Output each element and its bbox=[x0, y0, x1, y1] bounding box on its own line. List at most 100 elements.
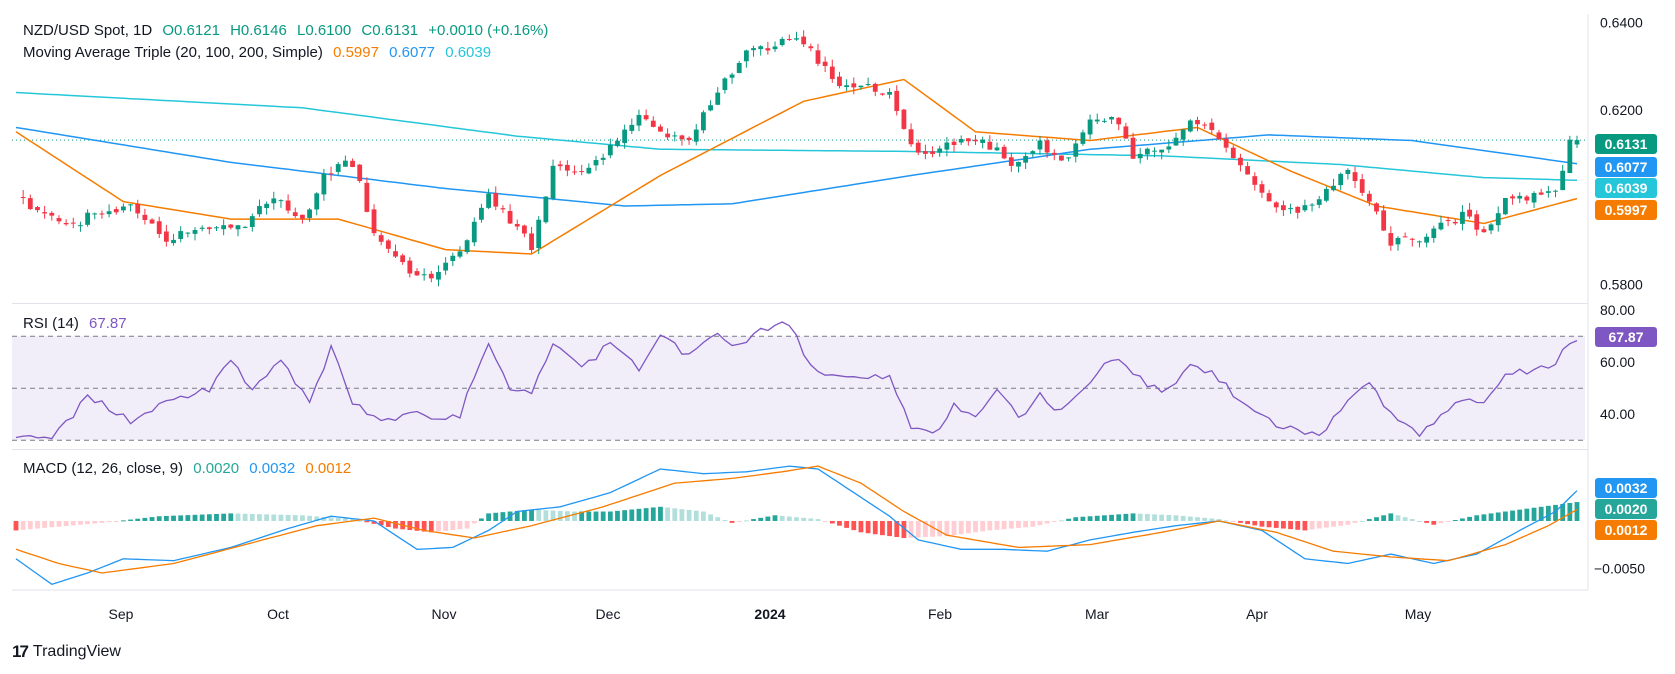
macd-histogram-bar bbox=[428, 520, 434, 533]
candle-body bbox=[1216, 132, 1222, 140]
macd-histogram-bar bbox=[121, 520, 126, 522]
tradingview-brand[interactable]: 17 TradingView bbox=[12, 642, 121, 662]
low-value: L0.6100 bbox=[296, 22, 352, 39]
candle-body bbox=[142, 214, 148, 220]
candle-body bbox=[529, 233, 534, 250]
price-tag: 0.6131 bbox=[1595, 134, 1657, 154]
macd-histogram-bar bbox=[693, 510, 699, 521]
candle-body bbox=[1159, 149, 1165, 153]
macd-histogram-bar bbox=[1545, 505, 1551, 521]
macd-histogram-bar bbox=[378, 520, 384, 526]
candle-body bbox=[944, 142, 950, 150]
candle-body bbox=[106, 211, 112, 215]
macd-tag: 0.0032 bbox=[1595, 478, 1657, 498]
candle-body bbox=[514, 223, 520, 227]
candle-body bbox=[772, 46, 778, 50]
candle-body bbox=[701, 112, 706, 131]
candle-body bbox=[99, 213, 105, 215]
candle-body bbox=[1066, 157, 1072, 159]
macd-histogram-bar bbox=[1166, 514, 1172, 521]
candle-body bbox=[615, 140, 620, 147]
candle-body bbox=[450, 255, 456, 262]
macd-histogram-bar bbox=[980, 520, 986, 532]
macd-histogram-bar bbox=[801, 517, 807, 521]
candle-body bbox=[300, 214, 305, 219]
macd-histogram-bar bbox=[858, 520, 864, 533]
macd-histogram-bar bbox=[1316, 520, 1322, 529]
candle-body bbox=[135, 203, 141, 214]
candle-body bbox=[1202, 124, 1208, 126]
macd-histogram-bar bbox=[1495, 512, 1501, 521]
macd-histogram-bar bbox=[1445, 520, 1451, 522]
candle-body bbox=[507, 210, 513, 224]
macd-histogram-bar bbox=[894, 520, 900, 538]
macd-histogram-bar bbox=[615, 510, 620, 521]
macd-histogram-bar bbox=[163, 515, 169, 521]
ma200-tag: 0.6039 bbox=[1595, 178, 1657, 198]
candle-body bbox=[328, 173, 334, 175]
macd-histogram-bar bbox=[264, 514, 270, 521]
candle-body bbox=[858, 85, 864, 88]
rsi-title[interactable]: RSI (14) bbox=[23, 315, 79, 332]
candle-body bbox=[887, 91, 892, 95]
macd-histogram-bar bbox=[758, 517, 764, 521]
candles-group bbox=[20, 30, 1580, 287]
candle-body bbox=[550, 165, 556, 199]
macd-histogram-bar bbox=[1216, 519, 1222, 521]
candle-body bbox=[178, 231, 184, 239]
price-axis-tick: 0.6400 bbox=[1600, 15, 1643, 31]
candle-body bbox=[400, 255, 406, 263]
macd-histogram-bar bbox=[751, 519, 756, 521]
macd-histogram-bar bbox=[729, 520, 735, 523]
candle-body bbox=[994, 147, 1000, 151]
candle-body bbox=[1030, 151, 1036, 154]
candle-body bbox=[206, 227, 212, 230]
candle-body bbox=[493, 193, 499, 207]
time-axis-label: 2024 bbox=[754, 606, 785, 622]
macd-histogram-bar bbox=[13, 520, 19, 531]
ma200-value: 0.6039 bbox=[445, 44, 492, 61]
macd-histogram-bar bbox=[808, 518, 814, 521]
macd-histogram-bar bbox=[607, 511, 613, 521]
macd-histogram-bar bbox=[1266, 520, 1272, 528]
candle-body bbox=[1409, 238, 1415, 240]
macd-histogram-bar bbox=[715, 517, 721, 521]
candle-body bbox=[1051, 152, 1057, 155]
macd-histogram-bar bbox=[629, 509, 635, 521]
candle-body bbox=[922, 151, 928, 154]
macd-histogram-bar bbox=[1087, 516, 1093, 521]
candle-body bbox=[393, 251, 398, 257]
candle-body bbox=[829, 66, 835, 79]
candle-body bbox=[973, 139, 978, 142]
candle-body bbox=[1073, 143, 1079, 157]
time-axis-label: Oct bbox=[267, 606, 289, 622]
macd-title[interactable]: MACD (12, 26, close, 9) bbox=[23, 460, 184, 477]
ma-title[interactable]: Moving Average Triple (20, 100, 200, Sim… bbox=[23, 44, 323, 61]
macd-histogram-bar bbox=[557, 510, 563, 521]
macd-histogram-bar bbox=[257, 514, 262, 521]
macd-histogram-bar bbox=[1560, 503, 1566, 521]
macd-histogram-bar bbox=[930, 520, 935, 537]
macd-histogram-bar bbox=[1016, 520, 1021, 528]
macd-histogram-bar bbox=[622, 510, 628, 521]
rsi-line bbox=[15, 321, 1578, 440]
candle-body bbox=[1381, 210, 1387, 231]
candle-body bbox=[471, 221, 477, 243]
candle-body bbox=[1116, 117, 1122, 125]
price-axis-tick: 0.5800 bbox=[1600, 277, 1643, 293]
candle-body bbox=[1102, 120, 1107, 122]
candle-body bbox=[880, 93, 885, 95]
candle-body bbox=[679, 135, 685, 140]
macd-histogram-bar bbox=[586, 511, 592, 521]
symbol-title[interactable]: NZD/USD Spot, 1D bbox=[23, 22, 153, 39]
candle-body bbox=[815, 50, 821, 64]
macd-histogram-bar bbox=[1488, 513, 1494, 521]
candle-body bbox=[643, 115, 649, 120]
candle-body bbox=[1474, 214, 1480, 230]
macd-histogram-bar bbox=[214, 513, 219, 521]
time-axis-label: Apr bbox=[1246, 606, 1268, 622]
candle-body bbox=[1273, 202, 1279, 208]
macd-histogram-bar bbox=[78, 520, 83, 525]
candle-body bbox=[92, 213, 98, 215]
